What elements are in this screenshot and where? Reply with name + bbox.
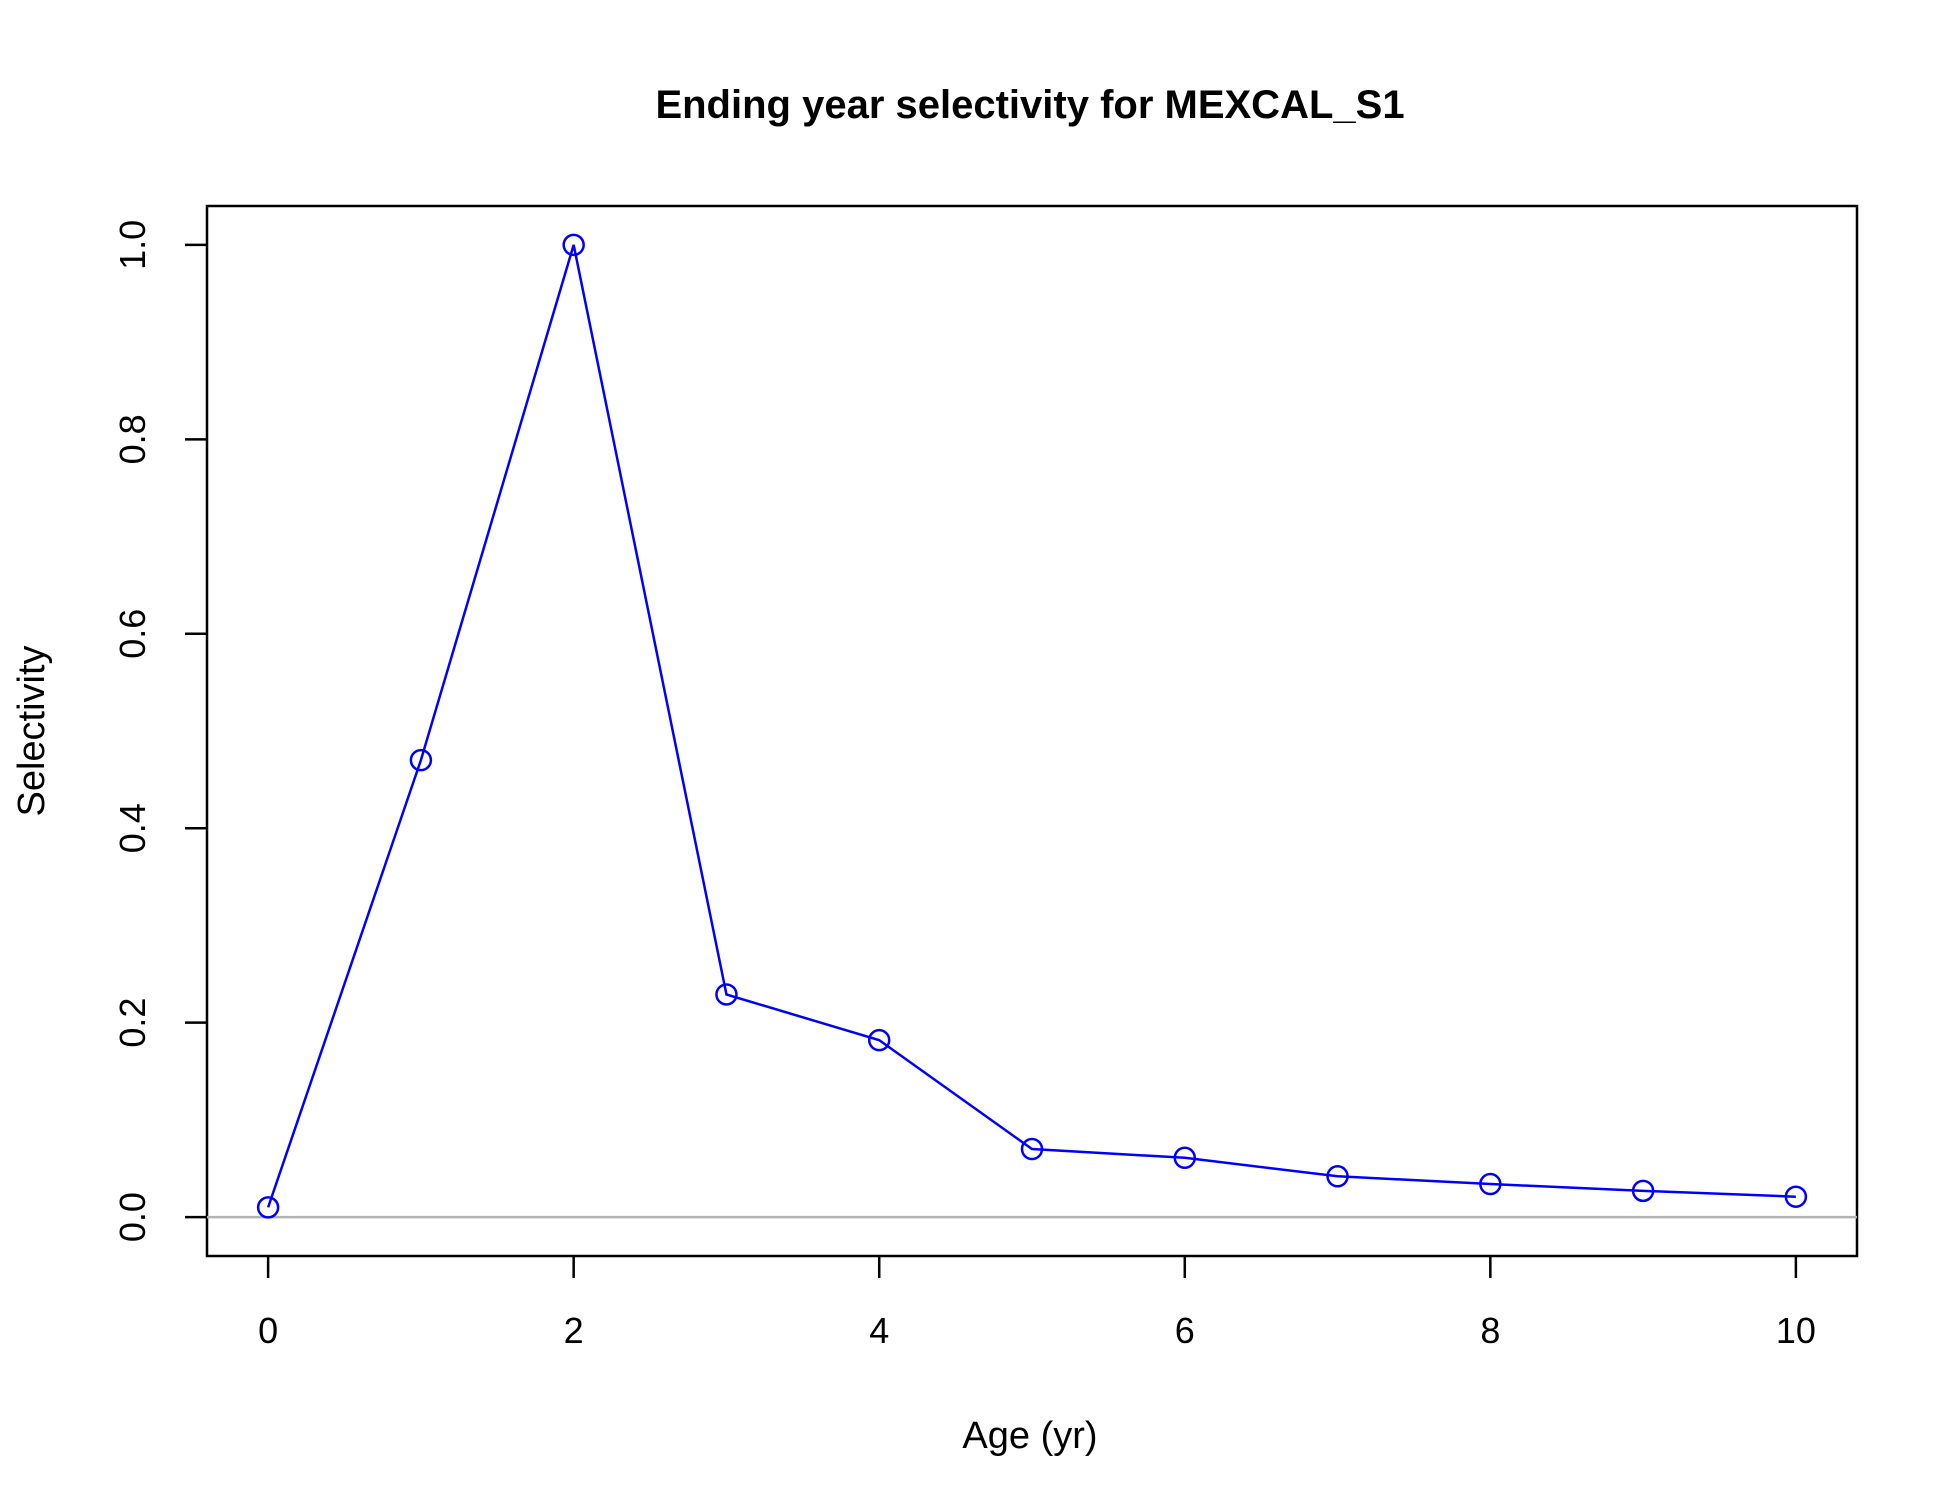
data-point-age-5 xyxy=(1020,1137,1044,1161)
y-tick-label: 0.8 xyxy=(112,414,153,464)
data-point-age-3 xyxy=(715,983,738,1006)
x-tick-label: 2 xyxy=(564,1310,584,1351)
data-point-age-1 xyxy=(409,748,433,772)
data-point-age-0 xyxy=(256,1196,280,1219)
data-point-age-4 xyxy=(867,1028,891,1052)
y-tick-label: 0.2 xyxy=(112,998,153,1048)
data-point-age-10 xyxy=(1784,1185,1808,1208)
x-tick-label: 10 xyxy=(1776,1310,1816,1351)
x-tick-label: 6 xyxy=(1175,1310,1195,1351)
y-axis: 0.0 0.2 0.4 0.6 0.8 1.0 xyxy=(112,220,207,1242)
data-point-age-8 xyxy=(1479,1172,1502,1196)
selectivity-line xyxy=(266,244,1796,1208)
y-tick-label: 0.0 xyxy=(112,1192,153,1242)
x-tick-label: 4 xyxy=(869,1310,889,1351)
y-tick-label: 0.6 xyxy=(112,609,153,659)
plot-frame xyxy=(205,204,1859,1258)
x-tick-label: 8 xyxy=(1480,1310,1500,1351)
data-point-age-2 xyxy=(562,233,585,257)
x-tick-label: 0 xyxy=(258,1310,278,1351)
x-axis-label: Age (yr) xyxy=(962,1415,1097,1457)
x-axis: 0 2 4 6 8 10 xyxy=(258,1256,1816,1351)
data-point-age-9 xyxy=(1631,1179,1655,1203)
y-tick-label: 0.4 xyxy=(112,803,153,853)
y-axis-label: Selectivity xyxy=(11,645,53,816)
series-layer xyxy=(256,233,1808,1219)
data-point-age-7 xyxy=(1326,1165,1349,1188)
data-point-age-6 xyxy=(1173,1146,1197,1170)
chart-title: Ending year selectivity for MEXCAL_S1 xyxy=(655,83,1404,127)
y-tick-label: 1.0 xyxy=(112,220,153,270)
